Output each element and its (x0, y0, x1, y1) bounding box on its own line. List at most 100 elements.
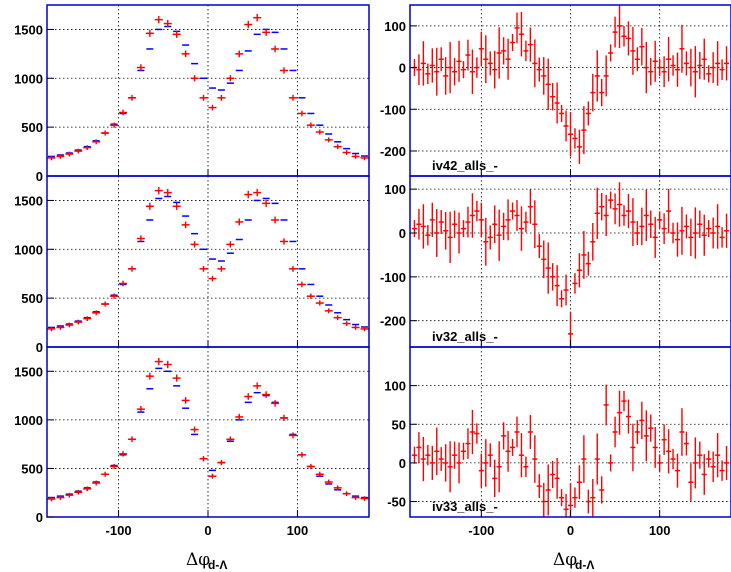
data-point (594, 433, 600, 485)
data-point (288, 265, 297, 272)
data-point (360, 155, 369, 161)
x-tick-label: -100 (106, 523, 132, 538)
data-point (438, 210, 444, 235)
data-point (465, 39, 471, 71)
data-point (715, 41, 721, 86)
data-point (639, 207, 645, 246)
data-point (443, 211, 449, 250)
data-point (438, 47, 444, 72)
data-point (661, 213, 667, 245)
data-point (505, 38, 511, 80)
y-tick-label: 100 (384, 379, 406, 394)
data-point (612, 16, 618, 48)
data-point (532, 39, 538, 88)
y-tick-label: 1500 (14, 22, 43, 37)
data-point (74, 148, 83, 154)
data-point (154, 15, 163, 24)
data-point (333, 485, 342, 491)
data-point (351, 325, 360, 330)
series-red (47, 13, 369, 161)
data-point (119, 280, 128, 287)
data-point (706, 450, 712, 468)
data-point (461, 61, 466, 79)
data-point (110, 293, 119, 299)
data-point (657, 454, 663, 472)
data-point (456, 212, 462, 254)
data-point (447, 211, 453, 264)
y-tick-label: 1000 (14, 413, 43, 428)
data-point (657, 211, 663, 229)
data-point (608, 191, 614, 209)
x-tick-label: 100 (649, 523, 671, 538)
y-tick-label: 0 (36, 169, 43, 184)
data-point (110, 463, 119, 470)
data-point (288, 432, 297, 439)
data-point (594, 50, 600, 102)
data-point (47, 496, 56, 502)
data-point (706, 65, 712, 83)
y-tick-label: -200 (380, 314, 406, 329)
data-point (342, 150, 351, 155)
panel-right-bottom: -50 0 50 100 -100 0 100 iv33_alls_- (384, 346, 731, 538)
data-point (559, 290, 565, 308)
data-point (190, 241, 199, 248)
panels: 050010001500-200-1000100iv42_alls_-05001… (14, 4, 731, 538)
x-axis-title-right-subscript: d-Λ (575, 558, 594, 572)
data-point (505, 430, 511, 472)
data-point (288, 94, 297, 101)
panel-right-top: -200 -100 0 100 iv42_alls_- (380, 4, 731, 177)
data-point (599, 193, 605, 221)
x-tick-label: 0 (567, 523, 574, 538)
data-point (492, 205, 498, 244)
panel-label: iv32_alls_- (432, 329, 498, 344)
data-point (532, 200, 538, 249)
data-point (648, 58, 654, 86)
data-point (724, 445, 730, 480)
data-point (244, 190, 253, 199)
data-point (434, 47, 440, 96)
data-point (226, 436, 235, 443)
y-tick-label: 0 (399, 61, 406, 76)
data-point (688, 463, 694, 501)
data-point (315, 129, 324, 135)
data-point (447, 41, 453, 94)
data-point (425, 63, 431, 85)
data-point (532, 435, 538, 483)
data-point (675, 52, 680, 87)
data-point (692, 207, 698, 259)
data-point (478, 202, 484, 237)
x-axis-title-right-main: Δφ (553, 550, 577, 570)
data-point (603, 194, 609, 236)
data-point (456, 442, 462, 484)
data-point (621, 390, 627, 412)
data-point (119, 451, 128, 457)
data-point (545, 242, 551, 294)
data-point (697, 51, 703, 80)
data-point (585, 489, 591, 514)
data-point (576, 129, 582, 164)
data-point (429, 48, 435, 83)
data-point (492, 50, 498, 89)
x-tick-label: -100 (468, 523, 494, 538)
data-point (679, 24, 685, 73)
data-point (217, 94, 226, 101)
data-point (715, 433, 721, 478)
data-point (719, 59, 725, 80)
data-point (688, 218, 694, 257)
data-point (253, 13, 262, 22)
data-point (666, 188, 672, 234)
data-point (145, 29, 154, 37)
data-point (280, 67, 289, 74)
data-point (554, 457, 560, 499)
data-point (478, 31, 484, 66)
data-point (425, 224, 431, 246)
data-point (692, 437, 698, 489)
data-point (351, 495, 360, 500)
data-point (208, 275, 217, 282)
data-point (438, 447, 444, 471)
data-point (487, 443, 493, 468)
data-point (181, 397, 190, 404)
data-point (235, 218, 244, 226)
data-point (545, 58, 551, 110)
data-point (461, 220, 466, 238)
